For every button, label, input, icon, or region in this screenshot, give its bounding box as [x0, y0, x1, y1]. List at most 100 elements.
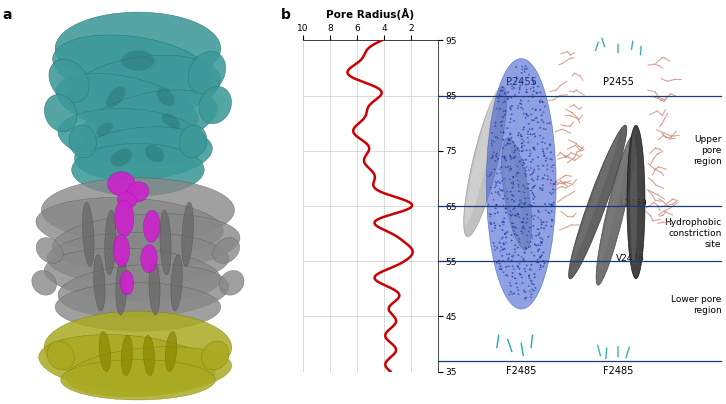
Circle shape	[531, 283, 533, 284]
Circle shape	[548, 212, 550, 214]
Circle shape	[523, 159, 524, 160]
Circle shape	[496, 181, 497, 182]
Circle shape	[521, 107, 522, 109]
Circle shape	[524, 113, 525, 114]
Circle shape	[540, 268, 541, 269]
Circle shape	[517, 148, 518, 150]
Circle shape	[514, 255, 515, 256]
Circle shape	[503, 101, 505, 102]
Circle shape	[521, 138, 523, 140]
Circle shape	[512, 255, 513, 257]
Circle shape	[506, 127, 508, 129]
Circle shape	[518, 263, 521, 265]
Circle shape	[542, 260, 544, 262]
Circle shape	[530, 241, 531, 243]
Circle shape	[540, 101, 541, 102]
Ellipse shape	[47, 232, 229, 285]
Circle shape	[507, 97, 510, 99]
Circle shape	[538, 248, 540, 250]
Circle shape	[510, 83, 512, 85]
Circle shape	[510, 259, 513, 261]
Ellipse shape	[199, 86, 232, 124]
Circle shape	[525, 167, 526, 168]
Circle shape	[531, 215, 534, 217]
Ellipse shape	[121, 335, 133, 376]
Circle shape	[537, 244, 539, 246]
Circle shape	[492, 145, 493, 146]
Circle shape	[530, 128, 531, 129]
Circle shape	[512, 272, 513, 274]
Circle shape	[502, 242, 505, 244]
Circle shape	[551, 166, 552, 168]
Circle shape	[494, 125, 497, 127]
Circle shape	[519, 217, 521, 219]
Circle shape	[502, 221, 504, 222]
Ellipse shape	[72, 143, 204, 196]
Circle shape	[513, 183, 515, 185]
Circle shape	[520, 134, 521, 136]
Circle shape	[510, 157, 513, 158]
Circle shape	[500, 131, 502, 133]
Circle shape	[524, 187, 526, 189]
Circle shape	[515, 66, 517, 68]
Ellipse shape	[568, 125, 627, 279]
Ellipse shape	[75, 127, 212, 180]
Circle shape	[494, 249, 496, 250]
Circle shape	[507, 99, 509, 100]
Circle shape	[529, 246, 531, 247]
Circle shape	[523, 258, 524, 260]
Circle shape	[524, 198, 526, 200]
Circle shape	[525, 170, 527, 171]
Circle shape	[497, 158, 499, 160]
Circle shape	[513, 292, 515, 294]
Circle shape	[496, 191, 497, 192]
Circle shape	[499, 194, 501, 196]
Ellipse shape	[144, 210, 160, 242]
Circle shape	[513, 176, 515, 177]
Ellipse shape	[503, 139, 523, 240]
Point	[433, 259, 442, 264]
Circle shape	[525, 248, 527, 250]
Circle shape	[515, 215, 517, 217]
Circle shape	[505, 233, 506, 234]
Circle shape	[528, 133, 529, 134]
Circle shape	[503, 178, 505, 179]
Circle shape	[532, 288, 533, 289]
Circle shape	[531, 133, 534, 135]
Ellipse shape	[81, 90, 217, 153]
Circle shape	[502, 101, 505, 103]
Circle shape	[526, 214, 528, 216]
Ellipse shape	[627, 125, 645, 279]
Circle shape	[514, 268, 515, 269]
Circle shape	[537, 179, 539, 180]
Circle shape	[539, 232, 540, 234]
Ellipse shape	[67, 55, 221, 122]
Circle shape	[524, 173, 526, 175]
Circle shape	[525, 227, 526, 228]
Circle shape	[540, 266, 542, 268]
Circle shape	[510, 285, 512, 286]
Circle shape	[546, 122, 548, 124]
Circle shape	[541, 141, 543, 143]
Circle shape	[542, 111, 544, 113]
Circle shape	[518, 132, 520, 134]
Circle shape	[533, 82, 535, 84]
Circle shape	[510, 156, 512, 158]
Circle shape	[553, 192, 554, 193]
Circle shape	[519, 190, 521, 192]
Circle shape	[541, 241, 543, 243]
Circle shape	[529, 246, 530, 247]
Text: F2485: F2485	[603, 366, 633, 376]
Ellipse shape	[486, 59, 556, 309]
Circle shape	[513, 265, 514, 266]
Circle shape	[505, 208, 507, 209]
Circle shape	[502, 86, 504, 88]
Circle shape	[518, 289, 519, 291]
Ellipse shape	[69, 125, 97, 158]
Circle shape	[494, 186, 497, 188]
Circle shape	[510, 168, 511, 169]
Circle shape	[499, 268, 501, 269]
Ellipse shape	[502, 138, 531, 250]
Circle shape	[504, 158, 505, 160]
Circle shape	[510, 282, 511, 283]
